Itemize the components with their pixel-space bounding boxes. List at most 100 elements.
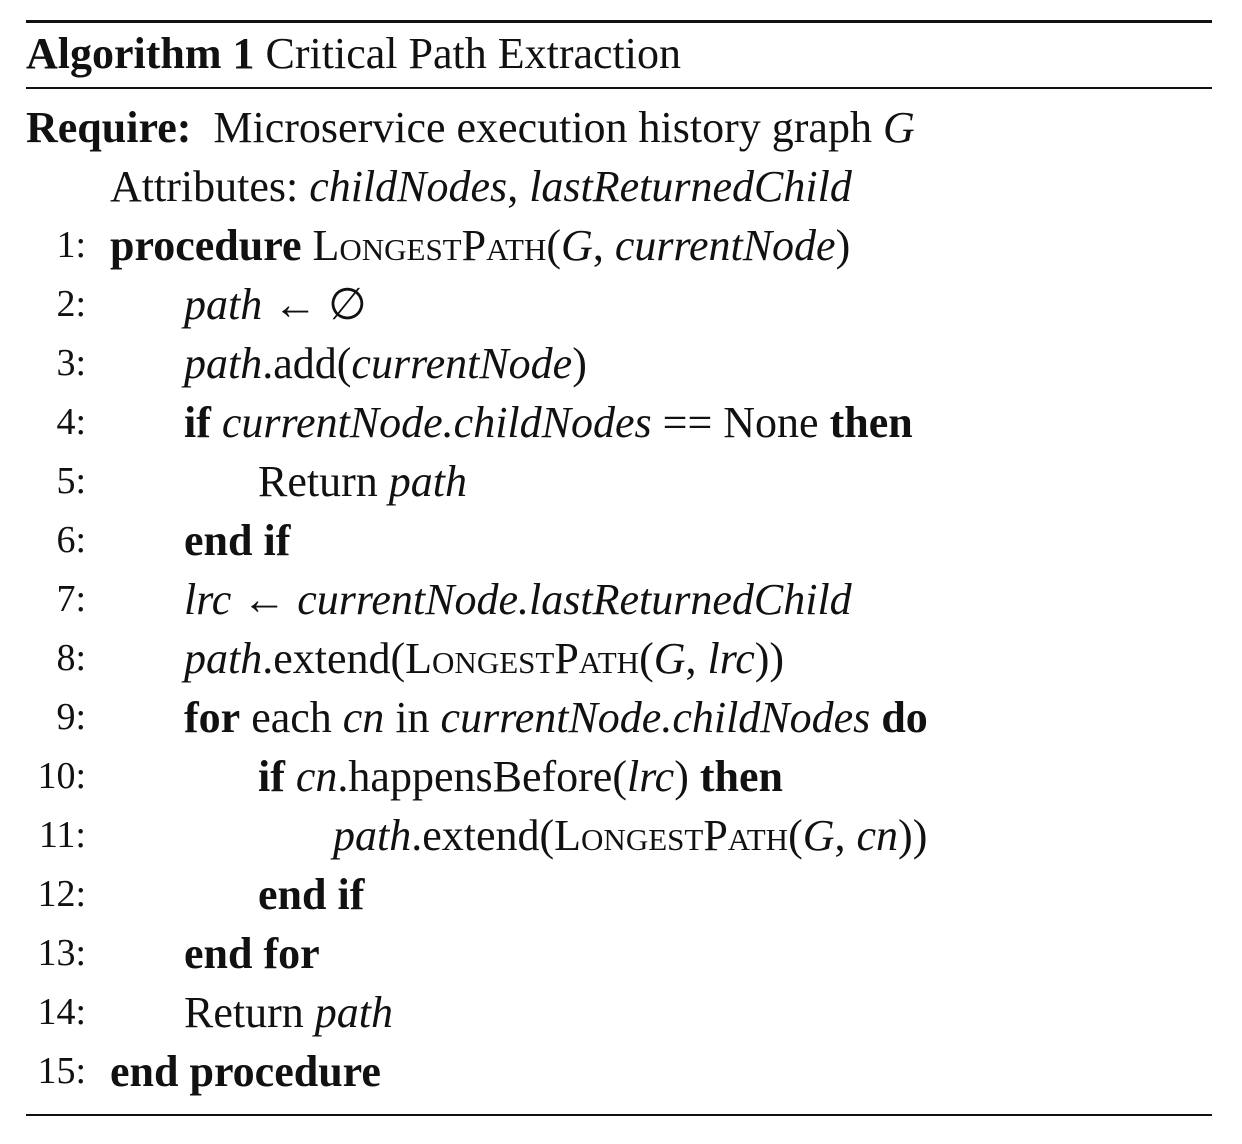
- algorithm-label: Algorithm 1: [26, 29, 255, 78]
- keyword-do: do: [870, 693, 928, 742]
- paren-close: ): [572, 339, 587, 388]
- keyword-for: for: [184, 693, 241, 742]
- line-number: 7:: [56, 578, 86, 620]
- line-code: Return path: [184, 983, 393, 1042]
- algorithm-line-10: 10: if cn.happensBefore(lrc) then: [0, 747, 1242, 806]
- algorithm-line-9: 9: for each cn in currentNode.childNodes…: [0, 688, 1242, 747]
- algorithm-line-5: 5: Return path: [0, 452, 1242, 511]
- line-code: path.extend(LongestPath(G, lrc)): [184, 629, 784, 688]
- method-add: .add(: [262, 339, 352, 388]
- algorithm-line-15: 15: end procedure: [0, 1042, 1242, 1101]
- var-lrc: lrc: [184, 575, 232, 624]
- assign-empty: ← ∅: [262, 280, 367, 329]
- paren-open: (: [639, 634, 654, 683]
- paren-close: ): [674, 752, 700, 801]
- text-each: each: [240, 693, 343, 742]
- arg-graph: G: [653, 634, 686, 683]
- method-extend: .extend(: [411, 811, 555, 860]
- var-path: path: [333, 811, 412, 860]
- keyword-end-if: end if: [184, 516, 291, 565]
- keyword-then: then: [699, 752, 783, 801]
- algorithm-line-11: 11: path.extend(LongestPath(G, cn)): [0, 806, 1242, 865]
- var-path: path: [184, 634, 263, 683]
- algorithm-line-1: 1: procedure LongestPath(G, currentNode): [0, 216, 1242, 275]
- line-code: end if: [258, 865, 364, 924]
- paren-open: (: [788, 811, 803, 860]
- attributes-label: Attributes:: [110, 162, 299, 211]
- attribute-child-nodes: childNodes: [309, 162, 508, 211]
- algorithm-line-7: 7: lrc ← currentNode.lastReturnedChild: [0, 570, 1242, 629]
- algorithm-line-12: 12: end if: [0, 865, 1242, 924]
- line-code: for each cn in currentNode.childNodes do: [184, 688, 928, 747]
- line-code: Return path: [258, 452, 467, 511]
- var-cn: cn: [342, 693, 385, 742]
- algorithm-line-3: 3: path.add(currentNode): [0, 334, 1242, 393]
- arg-lrc: lrc: [626, 752, 675, 801]
- line-code: end for: [184, 924, 320, 983]
- function-name: LongestPath: [312, 221, 547, 270]
- line-number: 10:: [37, 755, 86, 797]
- text-in: in: [384, 693, 441, 742]
- algorithm-line-4: 4: if currentNode.childNodes == None the…: [0, 393, 1242, 452]
- arg-graph: G: [802, 811, 835, 860]
- line-number: 2:: [56, 283, 86, 325]
- attribute-last-returned-child: lastReturnedChild: [529, 162, 852, 211]
- line-number: 8:: [56, 637, 86, 679]
- line-code: path.extend(LongestPath(G, cn)): [333, 806, 927, 865]
- keyword-end-if: end if: [258, 870, 365, 919]
- line-number: 1:: [56, 224, 86, 266]
- line-number: 4:: [56, 401, 86, 443]
- algorithm-line-8: 8: path.extend(LongestPath(G, lrc)): [0, 629, 1242, 688]
- arg-cn: cn: [856, 811, 899, 860]
- line-code: path.add(currentNode): [184, 334, 587, 393]
- arg-separator: ,: [592, 221, 615, 270]
- var-path: path: [314, 988, 393, 1037]
- algorithm-line-13: 13: end for: [0, 924, 1242, 983]
- compare-none: == None: [651, 398, 830, 447]
- paren-close: )): [898, 811, 928, 860]
- expr-last-returned-child: currentNode.lastReturnedChild: [297, 575, 852, 624]
- keyword-end-for: end for: [184, 929, 320, 978]
- algorithm-title: Algorithm 1 Critical Path Extraction: [26, 24, 681, 84]
- function-name: LongestPath: [405, 634, 640, 683]
- attribute-separator: ,: [507, 162, 519, 211]
- line-number: 9:: [56, 696, 86, 738]
- arg-lrc: lrc: [707, 634, 755, 683]
- arg-separator: ,: [685, 634, 708, 683]
- arg-separator: ,: [834, 811, 857, 860]
- require-keyword: Require:: [26, 103, 192, 152]
- paren-open: (: [546, 221, 562, 270]
- line-code: if currentNode.childNodes == None then: [184, 393, 913, 452]
- arg-graph: G: [561, 221, 593, 270]
- var-path: path: [388, 457, 467, 506]
- algorithm-line-14: 14: Return path: [0, 983, 1242, 1042]
- bottom-rule: [26, 1114, 1212, 1116]
- line-number: 6:: [56, 519, 86, 561]
- return-text: Return: [184, 988, 315, 1037]
- line-number: 13:: [37, 932, 86, 974]
- expr-child-nodes: currentNode.childNodes: [221, 398, 652, 447]
- line-code: path ← ∅: [184, 275, 367, 334]
- line-code: if cn.happensBefore(lrc) then: [258, 747, 783, 806]
- keyword-then: then: [829, 398, 913, 447]
- require-var: G: [882, 103, 915, 152]
- top-rule: [26, 20, 1212, 23]
- method-extend: .extend(: [262, 634, 406, 683]
- line-code: end if: [184, 511, 290, 570]
- attributes-line: Attributes: childNodes, lastReturnedChil…: [110, 157, 852, 216]
- require-text: Microservice execution history graph: [213, 103, 872, 152]
- method-happens-before: .happensBefore(: [337, 752, 627, 801]
- line-number: 11:: [38, 814, 86, 856]
- line-number: 12:: [37, 873, 86, 915]
- algorithm-line-2: 2: path ← ∅: [0, 275, 1242, 334]
- var-path: path: [184, 339, 263, 388]
- assign-arrow: ←: [231, 575, 298, 624]
- algorithm-name: Critical Path Extraction: [265, 29, 681, 78]
- title-rule: [26, 87, 1212, 89]
- line-number: 14:: [37, 991, 86, 1033]
- line-number: 5:: [56, 460, 86, 502]
- arg-current-node: currentNode: [351, 339, 573, 388]
- require-line: Require: Microservice execution history …: [26, 98, 915, 157]
- keyword-end-procedure: end procedure: [110, 1047, 381, 1096]
